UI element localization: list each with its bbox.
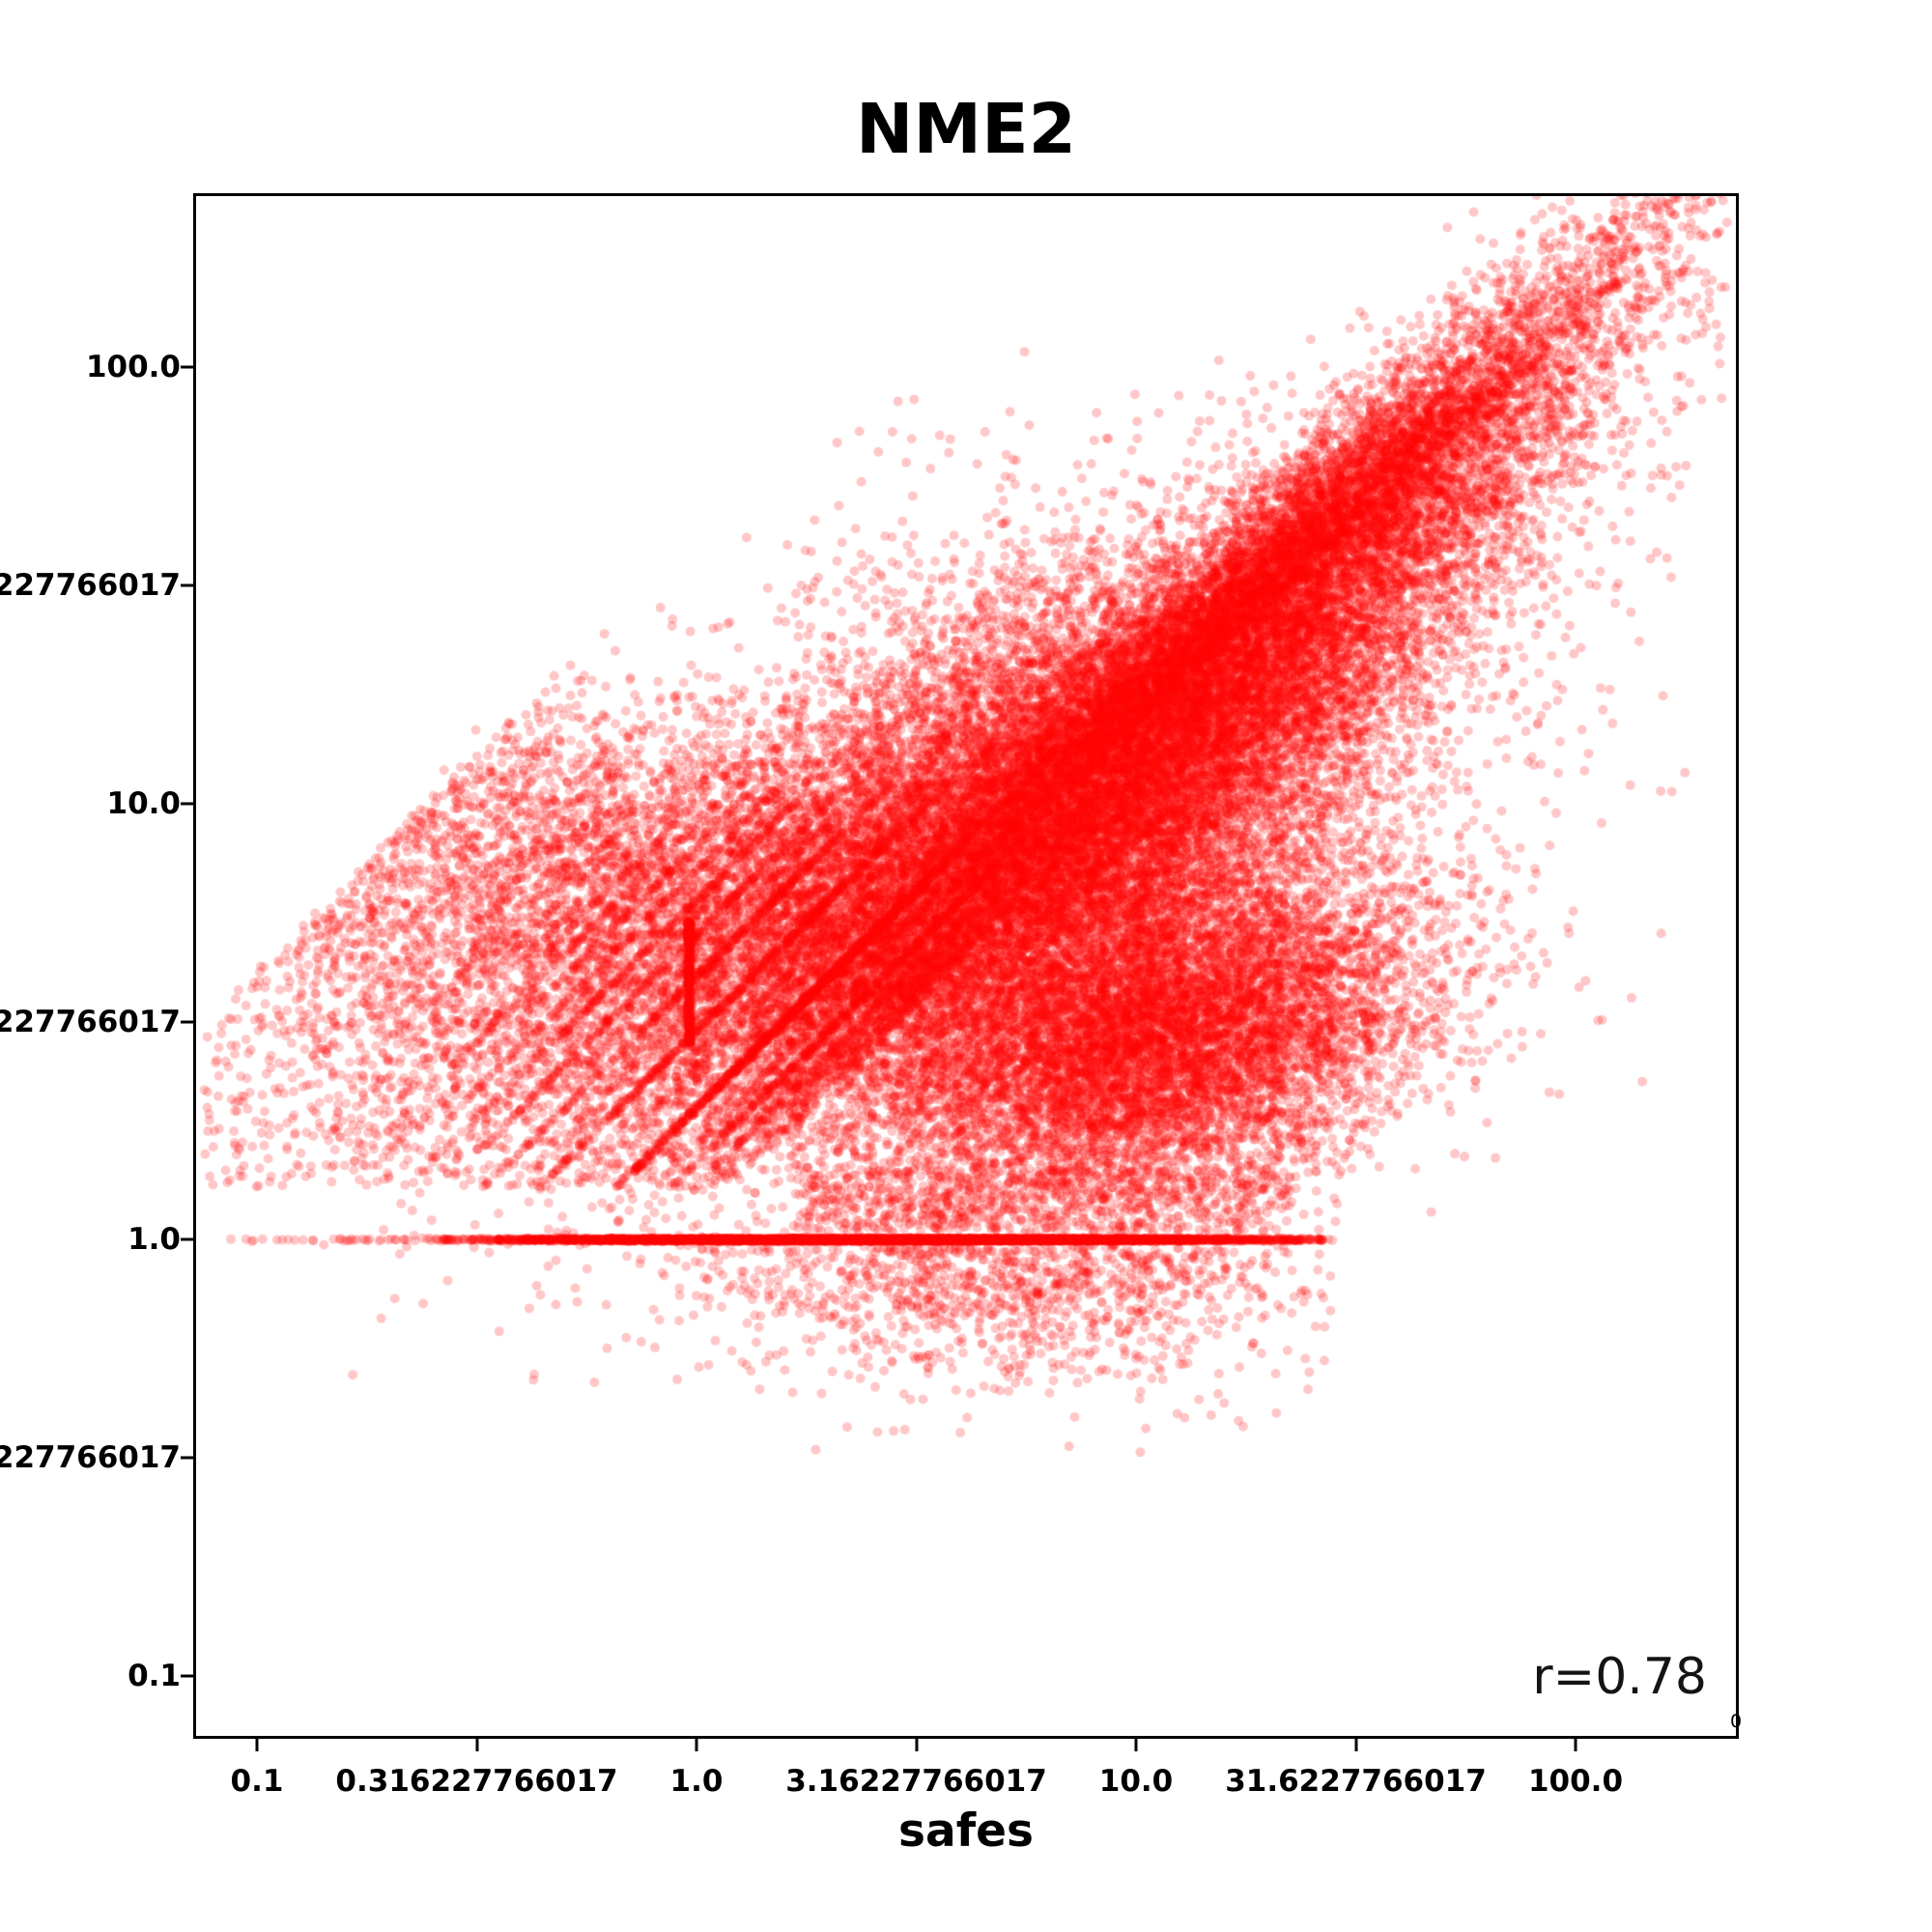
x-tick-label: 0.1 [230, 1764, 284, 1799]
corner-clipped-label: 0 [1730, 1711, 1743, 1732]
correlation-annotation: r=0.78 [1532, 1648, 1707, 1706]
plot-area [193, 193, 1739, 1739]
x-tick-label: 10.0 [1098, 1764, 1174, 1799]
x-tick-label: 0.316227766017 [335, 1764, 618, 1799]
y-tick-mark [181, 365, 193, 369]
y-tick-mark [181, 1456, 193, 1460]
y-tick-label: 31.6227766017 [0, 567, 181, 603]
x-tick-label: 1.0 [669, 1764, 724, 1799]
x-tick-mark [1134, 1739, 1138, 1751]
x-tick-mark [695, 1739, 698, 1751]
y-tick-mark [181, 583, 193, 587]
x-tick-mark [1574, 1739, 1577, 1751]
y-tick-label: 100.0 [85, 349, 181, 384]
y-tick-mark [181, 1020, 193, 1024]
x-tick-label: 3.16227766017 [785, 1764, 1047, 1799]
x-tick-mark [915, 1739, 919, 1751]
x-axis-label: safes [898, 1804, 1034, 1858]
y-tick-mark [181, 1237, 193, 1241]
y-tick-label: 1.0 [128, 1222, 181, 1258]
y-tick-label: 3.16227766017 [0, 1004, 181, 1039]
y-tick-mark [181, 802, 193, 806]
y-tick-label: 0.1 [128, 1659, 181, 1694]
x-tick-label: 31.6227766017 [1225, 1764, 1487, 1799]
x-tick-mark [1354, 1739, 1357, 1751]
x-tick-label: 100.0 [1527, 1764, 1624, 1799]
y-tick-label: 10.0 [106, 785, 182, 821]
x-tick-mark [255, 1739, 259, 1751]
y-tick-label: 0.316227766017 [0, 1440, 181, 1476]
y-tick-mark [181, 1674, 193, 1678]
x-tick-mark [475, 1739, 479, 1751]
